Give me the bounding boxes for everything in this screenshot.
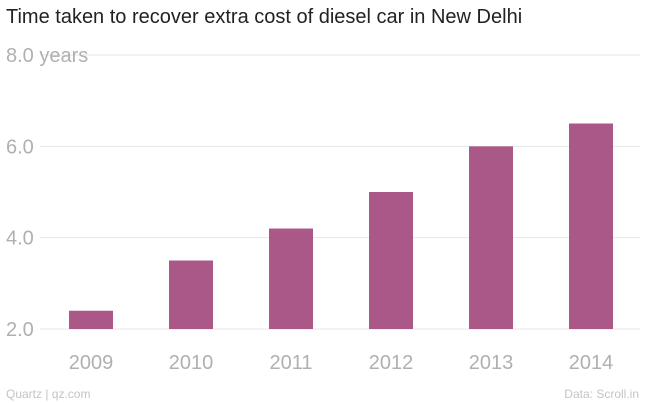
y-tick-label: 2.0 — [6, 319, 34, 341]
bar-2010 — [169, 260, 213, 329]
y-tick-label: 6.0 — [6, 136, 34, 158]
chart-title: Time taken to recover extra cost of dies… — [6, 6, 523, 28]
footer-credit: Quartz | qz.com — [6, 387, 91, 401]
x-tick-label: 2013 — [469, 352, 514, 374]
bar-2014 — [569, 123, 613, 329]
x-tick-label: 2014 — [569, 352, 614, 374]
y-tick-label: 4.0 — [6, 228, 34, 250]
bar-2011 — [269, 228, 313, 329]
x-tick-label: 2011 — [269, 352, 312, 374]
footer-data-source: Data: Scroll.in — [564, 387, 639, 401]
bar-2012 — [369, 192, 413, 329]
bar-2009 — [69, 310, 113, 329]
x-tick-label: 2009 — [69, 352, 114, 374]
x-tick-label: 2012 — [369, 352, 414, 374]
x-tick-label: 2010 — [169, 352, 214, 374]
bar-2013 — [469, 146, 513, 329]
y-tick-label: 8.0 years — [6, 45, 88, 67]
